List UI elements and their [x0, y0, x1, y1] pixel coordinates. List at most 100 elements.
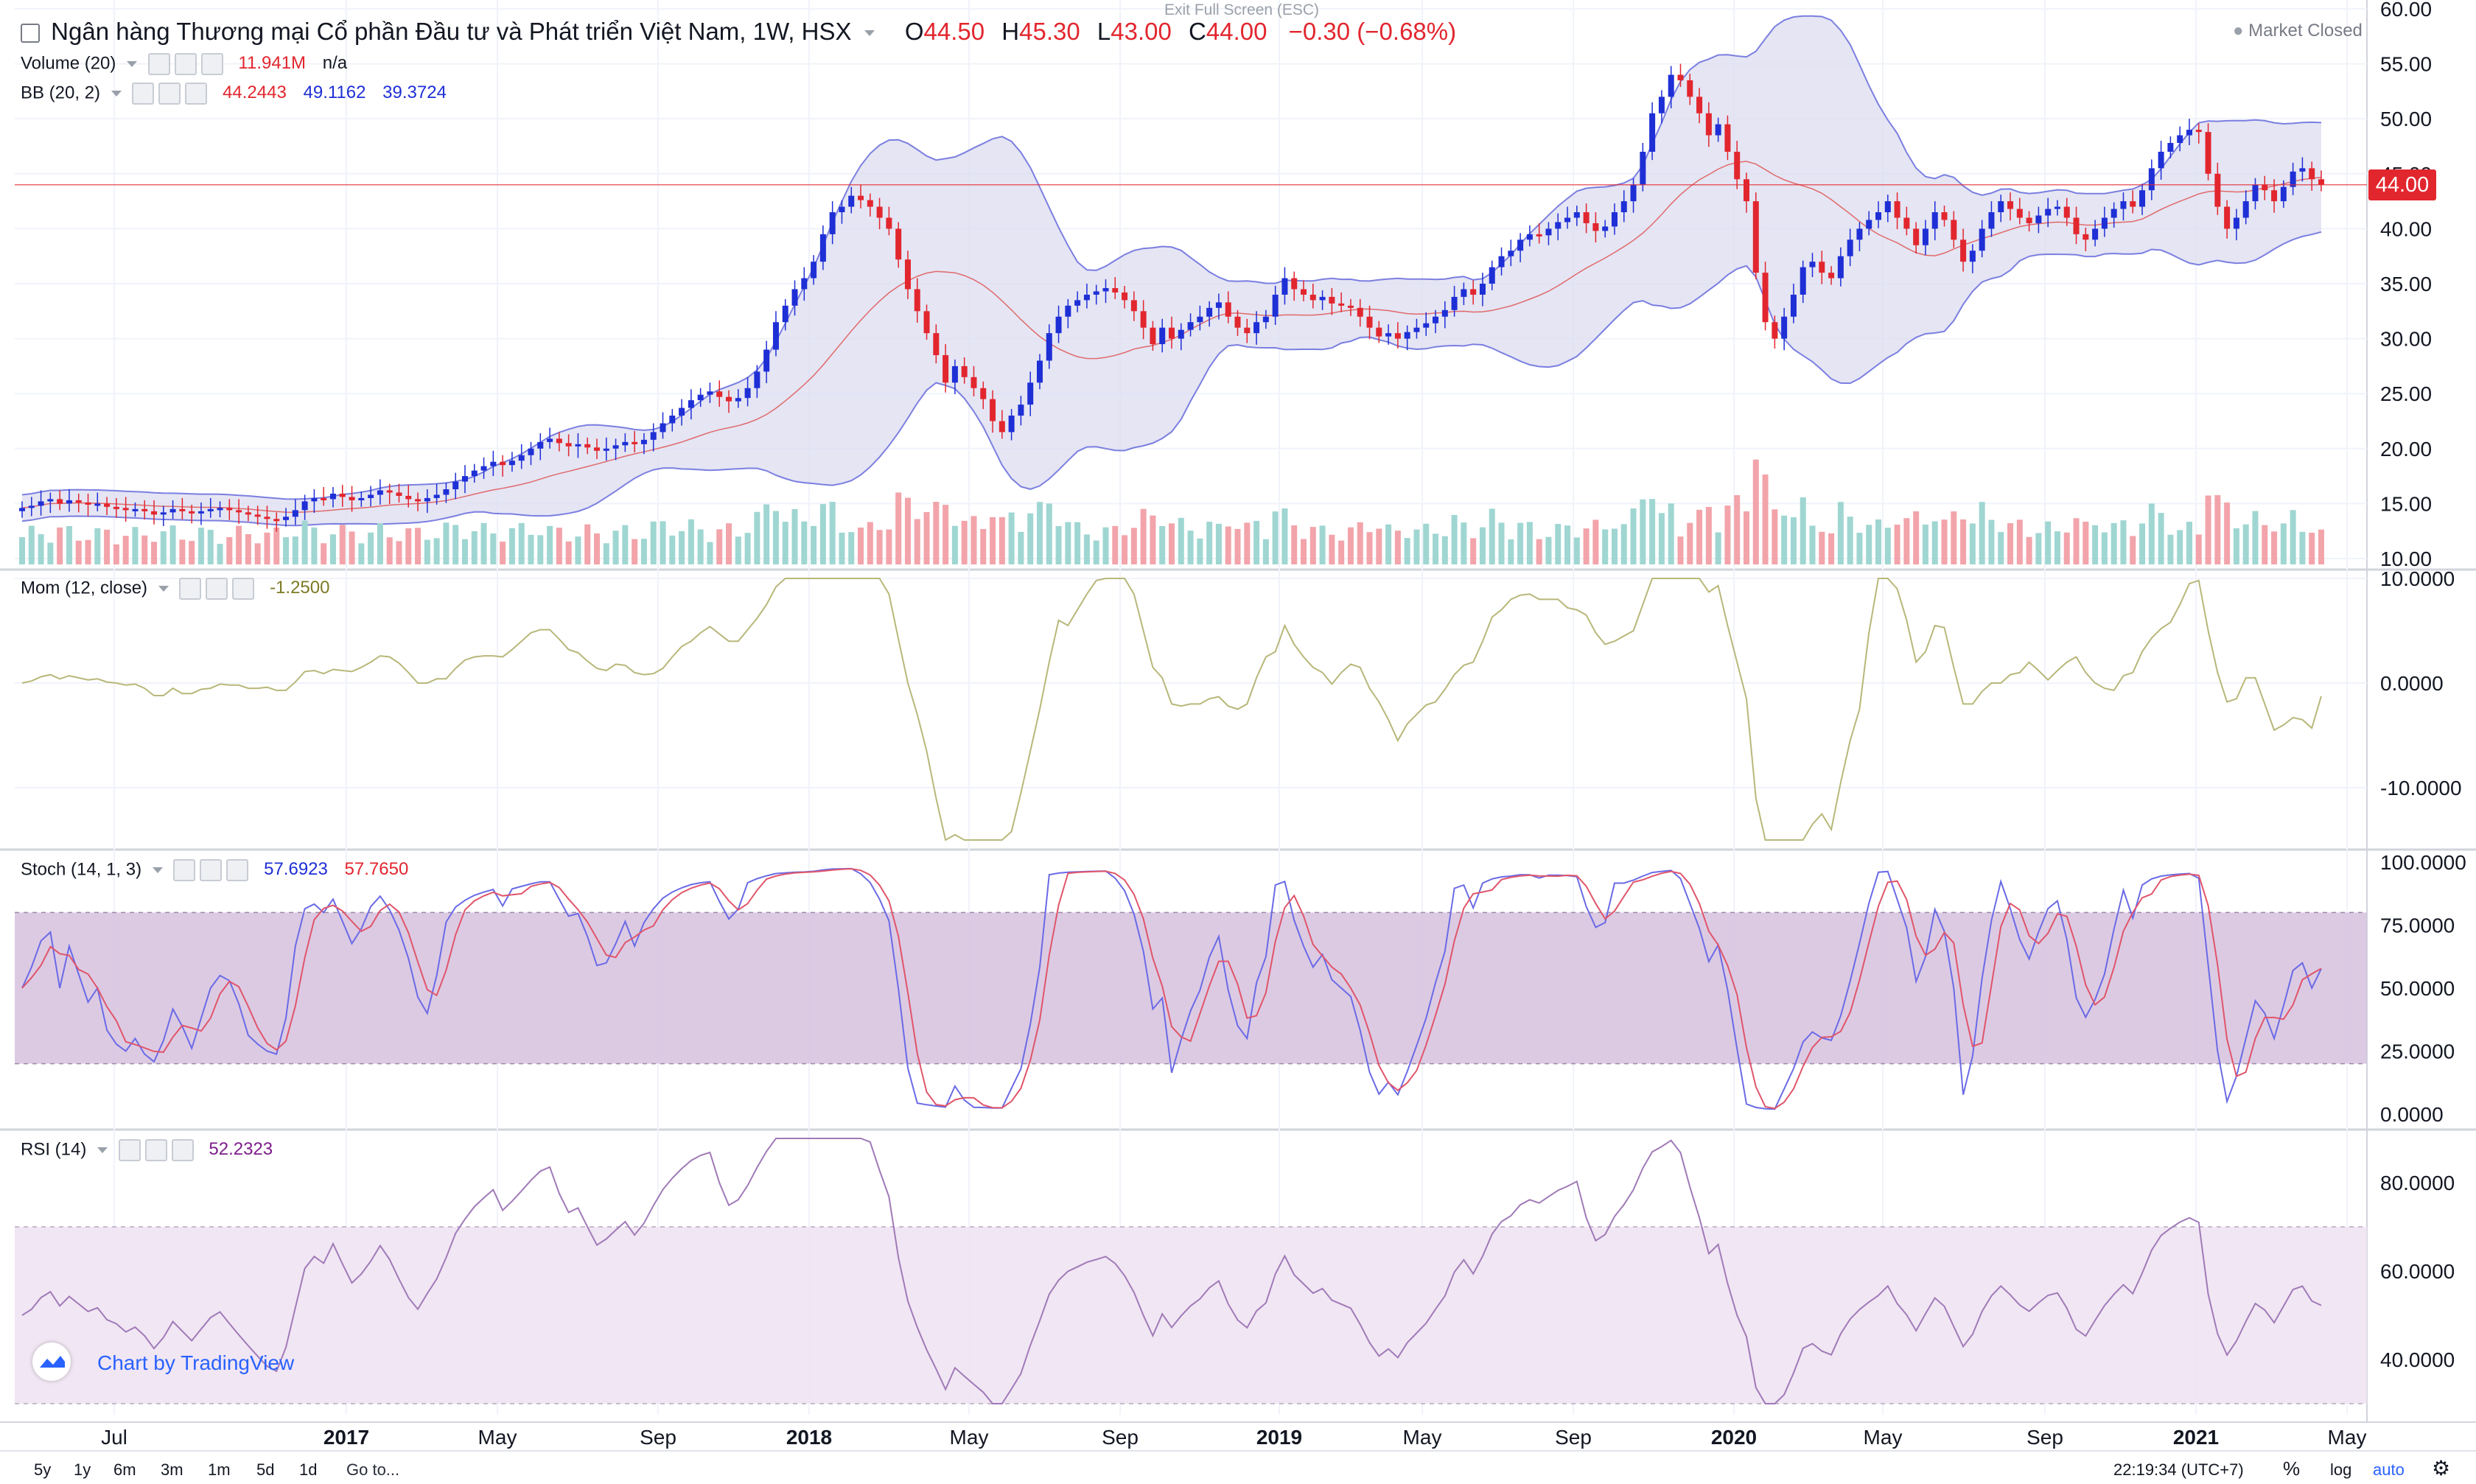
candle-body — [923, 311, 930, 334]
candle-body — [1441, 309, 1448, 317]
volume-bar — [754, 511, 760, 564]
candle-body — [528, 448, 534, 455]
candle-body — [2026, 217, 2032, 223]
eye-icon[interactable] — [179, 578, 202, 600]
volume-bar — [1498, 522, 1505, 564]
volume-bar — [1828, 533, 1835, 564]
candle-body — [1225, 302, 1231, 317]
candle-body — [1027, 382, 1034, 405]
candle-body — [1715, 124, 1721, 136]
volume-bar — [2280, 523, 2287, 564]
stoch-label: Stoch (14, 1, 3) — [21, 859, 142, 880]
volume-bar — [2318, 529, 2324, 564]
gear-icon[interactable] — [200, 859, 223, 881]
volume-bar — [914, 519, 920, 564]
volume-bar — [1178, 517, 1184, 564]
chevron-down-icon[interactable] — [864, 30, 875, 37]
candle-body — [886, 217, 892, 229]
candle-body — [707, 391, 713, 395]
candle-body — [236, 510, 242, 513]
bb-upper-line — [21, 15, 2322, 500]
candle-body — [321, 497, 327, 500]
candle-body — [914, 289, 920, 312]
tradingview-branding[interactable]: Chart by TradingView — [97, 1351, 295, 1374]
mom-axis-tick: 0.0000 — [2380, 672, 2444, 695]
volume-bar — [1649, 499, 1656, 564]
log-toggle[interactable]: log — [2330, 1460, 2352, 1479]
volume-bar — [1762, 474, 1769, 564]
volume-bar — [2130, 536, 2136, 564]
gear-icon[interactable] — [174, 53, 197, 75]
candle-body — [1093, 291, 1099, 295]
timeframe-5d[interactable]: 5d — [256, 1460, 275, 1479]
eye-icon[interactable] — [173, 859, 196, 881]
volume-bar — [829, 502, 836, 564]
volume-bar — [2120, 520, 2127, 564]
candle-body — [471, 470, 478, 477]
volume-bar — [1385, 524, 1392, 564]
candle-body — [980, 388, 987, 399]
percent-toggle[interactable]: % — [2283, 1457, 2301, 1480]
gear-icon[interactable] — [206, 578, 228, 600]
exit-fullscreen-button[interactable]: Exit Full Screen (ESC) — [1164, 1, 1320, 18]
mom-value: -1.2500 — [270, 578, 330, 598]
chevron-down-icon[interactable] — [97, 1147, 108, 1153]
close-icon[interactable] — [185, 83, 208, 105]
timeframe-6m[interactable]: 6m — [113, 1460, 136, 1479]
volume-bar — [632, 539, 638, 564]
bottom-toolbar: 5y 1y 6m 3m 1m 5d 1d Go to... 22:19:34 (… — [0, 1450, 2476, 1484]
volume-bar — [518, 522, 525, 564]
volume-bar — [923, 511, 930, 564]
chevron-down-icon[interactable] — [127, 61, 138, 67]
volume-bar — [2271, 531, 2278, 564]
timeframe-1m[interactable]: 1m — [208, 1460, 231, 1479]
volume-bar — [547, 525, 553, 564]
candle-body — [1875, 212, 1882, 220]
bb-lower-value: 39.3724 — [382, 83, 447, 103]
timeframe-3m[interactable]: 3m — [161, 1460, 183, 1479]
timeframe-5y[interactable]: 5y — [34, 1460, 52, 1479]
price-axis-tick: 40.00 — [2380, 217, 2432, 240]
close-icon[interactable] — [171, 1139, 194, 1161]
goto-button[interactable]: Go to... — [346, 1460, 400, 1479]
volume-bar — [386, 537, 393, 564]
candle-body — [1611, 212, 1618, 227]
candle-body — [1913, 228, 1920, 245]
volume-bar — [2035, 533, 2042, 564]
timeframe-1y[interactable]: 1y — [74, 1460, 91, 1479]
volume-bar — [1894, 525, 1900, 564]
volume-bar — [1470, 538, 1477, 564]
candle-body — [1903, 217, 1910, 229]
volume-bar — [28, 525, 35, 564]
volume-bar — [2205, 495, 2211, 564]
chevron-down-icon[interactable] — [158, 586, 169, 592]
rsi-axis-tick: 80.0000 — [2380, 1172, 2455, 1194]
collapse-icon[interactable] — [21, 24, 40, 43]
tradingview-logo-icon[interactable] — [32, 1343, 71, 1381]
gear-icon[interactable]: ⚙ — [2432, 1457, 2451, 1480]
eye-icon[interactable] — [132, 83, 155, 105]
candle-body — [1828, 273, 1835, 279]
gear-icon[interactable] — [144, 1139, 167, 1161]
close-icon[interactable] — [226, 859, 249, 881]
eye-icon[interactable] — [147, 53, 170, 75]
candle-body — [537, 441, 544, 449]
candle-body — [1630, 184, 1637, 202]
volume-bar — [1253, 520, 1260, 564]
timeframe-1d[interactable]: 1d — [299, 1460, 318, 1479]
candle-body — [189, 511, 195, 514]
candle-body — [839, 206, 845, 213]
close-icon[interactable] — [200, 53, 223, 75]
chevron-down-icon[interactable] — [111, 91, 122, 97]
chevron-down-icon[interactable] — [152, 867, 163, 873]
auto-toggle[interactable]: auto — [2373, 1460, 2405, 1479]
volume-bar — [1215, 523, 1222, 564]
candle-body — [75, 500, 82, 503]
eye-icon[interactable] — [118, 1139, 141, 1161]
candle-body — [1856, 228, 1863, 240]
rsi-legend: RSI (14) 52.2323 — [21, 1139, 273, 1161]
close-icon[interactable] — [232, 578, 255, 600]
gear-icon[interactable] — [158, 83, 181, 105]
candle-body — [160, 512, 167, 515]
